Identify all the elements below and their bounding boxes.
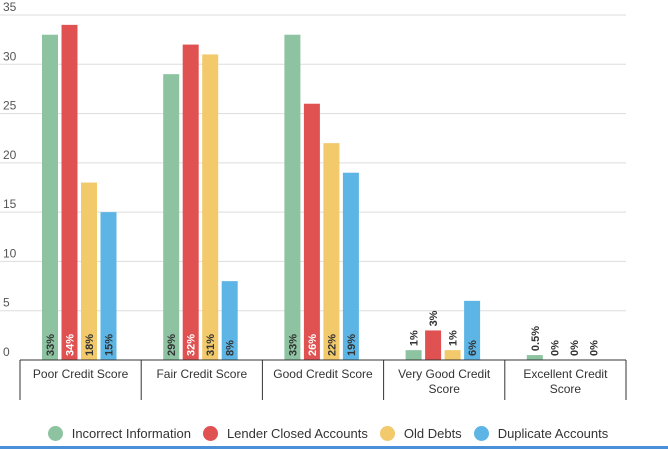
data-label: 0% — [549, 340, 561, 356]
bar — [81, 182, 97, 360]
data-label: 31% — [205, 334, 217, 356]
y-tick-label: 10 — [3, 246, 17, 260]
legend-label: Lender Closed Accounts — [226, 425, 368, 441]
bar — [221, 281, 238, 360]
x-tick-label: Score — [429, 382, 461, 396]
bars — [42, 24, 543, 361]
bottom-rule — [0, 446, 668, 449]
bar — [303, 103, 320, 360]
x-tick-label: Poor Credit Score — [33, 367, 129, 381]
y-tick-label: 20 — [3, 148, 17, 162]
bar — [284, 34, 301, 360]
y-tick-label: 5 — [3, 296, 10, 310]
x-tick-label: Good Credit Score — [273, 367, 373, 381]
bar — [323, 143, 340, 360]
data-label: 1% — [409, 330, 421, 346]
legend-swatch — [47, 425, 63, 441]
data-label: 19% — [346, 334, 358, 356]
x-tick-label: Very Good Credit — [398, 367, 491, 381]
bar — [100, 212, 117, 360]
y-tick-label: 35 — [3, 0, 17, 14]
y-tick-label: 25 — [3, 99, 17, 113]
data-label: 32% — [186, 334, 198, 356]
data-label: 1% — [448, 330, 460, 346]
data-label: 3% — [428, 310, 440, 326]
data-label: 26% — [307, 334, 319, 356]
legend-item[interactable]: Lender Closed Accounts — [202, 425, 368, 441]
data-label: 18% — [84, 334, 96, 356]
data-label: 33% — [45, 334, 57, 356]
x-tick-label: Fair Credit Score — [156, 367, 247, 381]
data-label: 6% — [467, 340, 479, 356]
bar — [202, 54, 219, 361]
y-tick-label: 0 — [3, 345, 10, 359]
x-axis: Poor Credit Score Fair Credit Score Good C… — [19, 359, 627, 400]
bar — [405, 350, 422, 360]
bar — [342, 172, 359, 360]
data-label: 29% — [166, 334, 178, 356]
legend-label: Incorrect Information — [71, 425, 191, 441]
legend-swatch — [473, 425, 489, 441]
bar — [163, 74, 180, 361]
legend-item[interactable]: Incorrect Information — [47, 425, 191, 441]
data-labels: 33% 29% 33% 1% 0.5% 34% 32% 26% 3% 0% 18% 31% 22% 1% 0… — [45, 310, 600, 356]
data-label: 0% — [569, 340, 581, 356]
legend-item[interactable]: Duplicate Accounts — [473, 425, 609, 441]
data-label: 8% — [225, 340, 237, 356]
data-label: 22% — [326, 334, 338, 356]
y-axis-ticks: 0 5 10 15 20 25 30 35 — [3, 0, 17, 359]
bar — [526, 355, 543, 360]
x-tick-label: Excellent Credit — [523, 367, 608, 381]
data-label: 0.5% — [530, 326, 542, 351]
legend-item[interactable]: Old Debts — [379, 425, 462, 441]
legend-label: Old Debts — [403, 425, 462, 441]
legend: Incorrect Information Lender Closed Accou… — [0, 420, 668, 446]
data-label: 33% — [287, 334, 299, 356]
bar — [42, 34, 58, 360]
y-tick-label: 15 — [3, 197, 17, 211]
legend-swatch — [202, 425, 218, 441]
bar — [444, 350, 461, 360]
bar — [425, 330, 442, 360]
bar — [182, 44, 199, 360]
x-tick-label: Score — [550, 382, 582, 396]
data-label: 15% — [104, 334, 116, 356]
legend-label: Duplicate Accounts — [497, 425, 609, 441]
bar — [464, 300, 481, 360]
data-label: 0% — [588, 340, 600, 356]
y-tick-label: 30 — [3, 49, 17, 63]
data-label: 34% — [65, 334, 77, 356]
bar — [61, 24, 78, 360]
legend-swatch — [379, 425, 395, 441]
